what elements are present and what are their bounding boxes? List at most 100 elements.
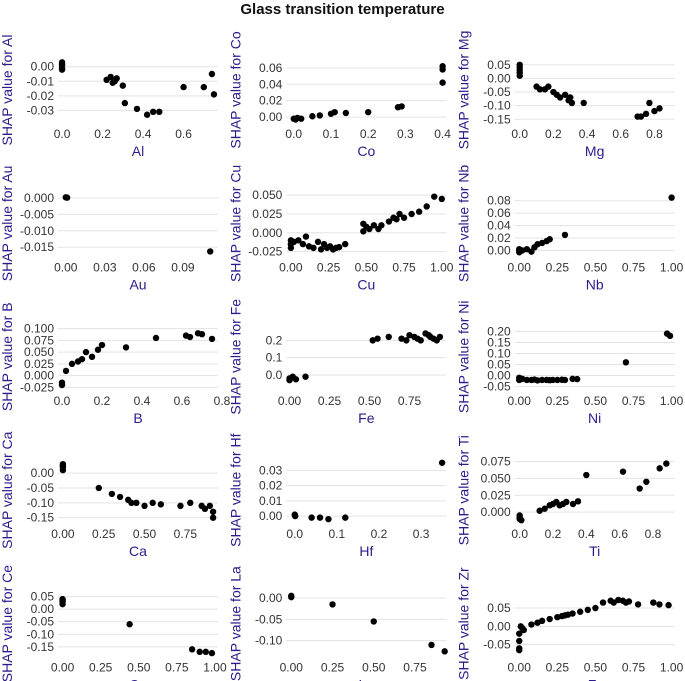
y-tick-label: 0.05 xyxy=(31,590,55,604)
x-axis-label: Zr xyxy=(588,677,602,681)
point-b xyxy=(94,346,102,353)
point-nb xyxy=(668,194,675,201)
y-tick-label: -0.05 xyxy=(27,615,55,629)
y-tick-label: 0.02 xyxy=(487,231,511,245)
point-la xyxy=(329,601,336,608)
x-axis-label: Al xyxy=(132,143,144,159)
point-cu xyxy=(366,225,373,233)
point-b xyxy=(208,335,216,343)
y-tick-label: 0.20 xyxy=(487,324,511,338)
point-mg xyxy=(642,110,650,118)
point-ca xyxy=(108,490,116,498)
y-axis-label: SHAP value for Co xyxy=(227,31,243,148)
y-tick-label: 0.1 xyxy=(266,351,283,365)
point-hf xyxy=(308,514,315,521)
x-tick-label: 0.1 xyxy=(329,527,346,541)
point-al xyxy=(156,108,163,116)
x-axis-label: Fe xyxy=(358,410,375,426)
point-co xyxy=(398,103,405,110)
point-zr xyxy=(584,606,592,614)
x-tick-label: 1.00 xyxy=(430,260,454,274)
point-fe xyxy=(385,333,392,341)
point-al xyxy=(208,70,216,78)
y-tick-label: 0.0 xyxy=(266,368,283,382)
y-tick-label: 0.06 xyxy=(259,61,283,75)
point-co xyxy=(439,79,446,86)
y-tick-label: 0.000 xyxy=(24,369,54,383)
point-b xyxy=(58,379,66,386)
y-tick-label: 0.10 xyxy=(487,346,511,360)
point-cu xyxy=(370,222,378,229)
point-ti xyxy=(583,471,590,479)
point-mg xyxy=(516,72,523,79)
x-tick-label: 0.2 xyxy=(371,527,388,541)
x-axis-label: Ca xyxy=(129,543,147,559)
y-tick-label: 0.025 xyxy=(481,488,511,502)
y-tick-label: -0.025 xyxy=(20,380,54,394)
x-tick-label: 0.6 xyxy=(611,527,628,541)
point-zr xyxy=(576,608,584,615)
point-nb xyxy=(561,231,569,239)
point-b xyxy=(198,331,206,338)
y-tick-label: -0.10 xyxy=(483,99,511,113)
point-ca xyxy=(116,493,124,501)
x-tick-label: 0.4 xyxy=(134,394,151,408)
point-ca xyxy=(209,514,217,521)
point-ti xyxy=(643,478,650,485)
point-au xyxy=(63,194,71,201)
point-la xyxy=(428,641,435,649)
point-b xyxy=(78,355,86,363)
point-mg xyxy=(545,83,552,90)
point-mg xyxy=(561,91,569,98)
point-cu xyxy=(423,203,430,210)
panel-ce: 0.050.00-0.05-0.10-0.150.00 0.25 0.50 0.75 1… xyxy=(0,565,227,681)
point-mg xyxy=(568,99,576,107)
x-axis-label: Cu xyxy=(357,276,375,292)
point-ti xyxy=(563,498,570,506)
point-b xyxy=(98,341,106,349)
y-axis-label: SHAP value for Cu xyxy=(227,165,243,282)
y-tick-label: 0.025 xyxy=(24,357,54,371)
point-cu xyxy=(431,193,438,200)
y-tick-label: 0.03 xyxy=(259,463,283,477)
point-ca xyxy=(187,499,194,507)
point-al xyxy=(121,99,129,107)
y-tick-label: 0.025 xyxy=(252,207,282,221)
point-ni xyxy=(561,376,569,384)
x-tick-label: 0.25 xyxy=(321,661,345,675)
x-tick-label: 0.00 xyxy=(508,394,532,408)
point-ca xyxy=(177,502,184,510)
y-tick-label: 0.00 xyxy=(259,110,283,124)
x-tick-label: 0.50 xyxy=(358,394,382,408)
x-axis-label: Ti xyxy=(589,543,600,559)
x-tick-label: 0.03 xyxy=(93,260,117,274)
x-tick-label: 0.25 xyxy=(92,527,116,541)
x-tick-label: 0.50 xyxy=(584,394,608,408)
y-tick-label: 0.00 xyxy=(259,509,283,523)
point-fe xyxy=(417,337,424,344)
point-cu xyxy=(310,244,317,252)
point-mg xyxy=(580,99,587,107)
x-axis-label: Co xyxy=(357,143,375,159)
point-cu xyxy=(287,244,295,252)
panel-ca: 0.00-0.05-0.10-0.150.00 0.25 0.50 0.75CaSHA… xyxy=(0,431,218,559)
x-tick-label: 0.00 xyxy=(280,661,304,675)
x-tick-label: 0.25 xyxy=(546,661,570,675)
point-zr xyxy=(520,626,528,634)
y-tick-label: -0.15 xyxy=(27,640,55,654)
y-axis-label: SHAP value for Nb xyxy=(456,165,472,282)
point-b xyxy=(122,344,130,351)
panel-la: 0.00 -0.05 -0.10 0.00 0.25 0.50 0.75 La SHAP val… xyxy=(227,566,448,681)
point-ca xyxy=(141,502,148,510)
y-tick-label: 0.100 xyxy=(24,322,54,336)
point-zr xyxy=(528,621,535,628)
y-axis-label: SHAP value for Zr xyxy=(456,567,472,680)
point-al xyxy=(111,78,118,85)
y-axis-label: SHAP value for Ti xyxy=(456,435,472,545)
y-tick-label: 0.000 xyxy=(24,191,54,205)
point-co xyxy=(439,66,446,73)
point-fe xyxy=(406,331,413,339)
x-tick-label: 0.3 xyxy=(413,527,430,541)
